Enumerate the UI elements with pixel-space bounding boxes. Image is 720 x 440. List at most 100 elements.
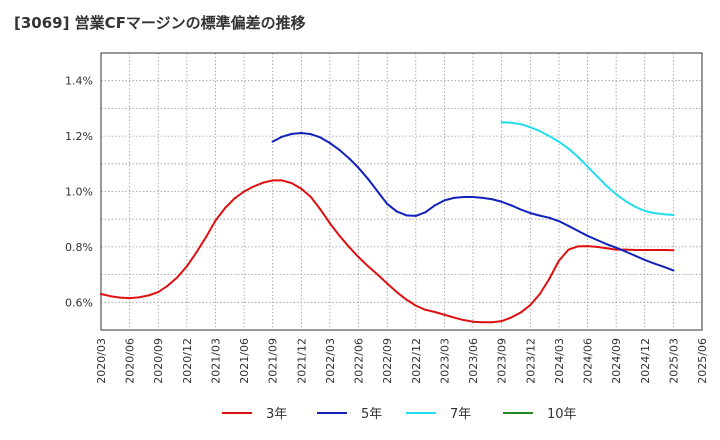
series-point-1 [548, 277, 551, 280]
series-point-1 [405, 298, 408, 301]
series-point-3 [662, 213, 665, 216]
y-tick-label: 0.8% [65, 241, 93, 254]
series-point-1 [138, 296, 141, 299]
series-point-2 [452, 196, 455, 199]
series-point-1 [262, 181, 265, 184]
series-point-1 [233, 197, 236, 200]
x-tick-label: 2021/09 [267, 338, 280, 384]
series-point-1 [596, 245, 599, 248]
series-point-2 [653, 262, 656, 265]
series-point-3 [519, 123, 522, 126]
series-point-1 [185, 265, 188, 268]
series-point-2 [405, 214, 408, 217]
x-tick-label: 2022/09 [381, 338, 394, 384]
series-point-2 [290, 132, 293, 135]
x-tick-label: 2024/12 [639, 338, 652, 384]
series-point-1 [281, 179, 284, 182]
series-point-1 [529, 304, 532, 307]
series-point-2 [510, 204, 513, 207]
series-point-1 [519, 311, 522, 314]
series-point-3 [634, 205, 637, 208]
x-tick-label: 2022/12 [410, 338, 423, 384]
series-point-2 [481, 196, 484, 199]
series-point-1 [348, 245, 351, 248]
series-point-2 [672, 269, 675, 272]
series-point-1 [243, 190, 246, 193]
series-point-1 [481, 321, 484, 324]
chart-title: [3069] 営業CFマージンの標準偏差の推移 [14, 14, 306, 32]
x-tick-label: 2023/12 [524, 338, 537, 384]
series-point-2 [548, 216, 551, 219]
legend-label-4: 10年 [547, 407, 577, 422]
x-tick-label: 2024/09 [610, 338, 623, 384]
series-point-3 [653, 212, 656, 215]
series-point-1 [672, 249, 675, 252]
x-tick-label: 2021/12 [295, 338, 308, 384]
series-point-1 [567, 248, 570, 251]
series-point-2 [538, 214, 541, 217]
series-point-1 [214, 219, 217, 222]
x-tick-label: 2022/03 [324, 338, 337, 384]
x-tick-label: 2021/06 [238, 338, 251, 384]
series-point-1 [586, 245, 589, 248]
series-point-2 [643, 258, 646, 261]
series-point-1 [224, 207, 227, 210]
legend-label-3: 7年 [450, 407, 471, 422]
series-point-3 [672, 214, 675, 217]
series-point-2 [386, 202, 389, 205]
series-point-1 [271, 179, 274, 182]
series-point-3 [586, 165, 589, 168]
series-point-3 [529, 126, 532, 129]
series-point-1 [338, 234, 341, 237]
y-tick-label: 0.6% [65, 296, 93, 309]
series-point-2 [615, 246, 618, 249]
x-tick-label: 2020/12 [181, 338, 194, 384]
series-point-1 [309, 196, 312, 199]
series-point-2 [357, 166, 360, 169]
x-tick-label: 2025/06 [696, 338, 709, 384]
series-point-1 [634, 248, 637, 251]
series-point-1 [328, 222, 331, 225]
series-point-1 [176, 276, 179, 279]
series-point-1 [166, 284, 169, 287]
series-point-2 [634, 254, 637, 257]
series-point-1 [376, 273, 379, 276]
series-point-2 [281, 135, 284, 138]
series-point-3 [500, 121, 503, 124]
series-point-2 [500, 200, 503, 203]
series-point-1 [443, 313, 446, 316]
series-point-3 [557, 140, 560, 143]
series-point-2 [605, 243, 608, 246]
series-point-2 [576, 229, 579, 232]
series-point-3 [548, 135, 551, 138]
series-point-2 [348, 157, 351, 160]
series-point-2 [338, 148, 341, 151]
series-point-2 [462, 196, 465, 199]
y-tick-label: 1.2% [65, 130, 93, 143]
series-point-1 [472, 320, 475, 323]
series-point-3 [643, 209, 646, 212]
series-point-2 [309, 133, 312, 136]
series-point-1 [615, 248, 618, 251]
x-tick-label: 2025/03 [667, 338, 680, 384]
series-point-2 [414, 214, 417, 217]
series-point-1 [157, 291, 160, 294]
series-point-1 [510, 316, 513, 319]
series-point-3 [605, 184, 608, 187]
y-tick-label: 1.4% [65, 75, 93, 88]
x-tick-label: 2021/03 [209, 338, 222, 384]
series-point-1 [119, 296, 122, 299]
series-point-2 [433, 204, 436, 207]
series-point-1 [128, 297, 131, 300]
series-point-2 [624, 250, 627, 253]
x-tick-label: 2020/09 [152, 338, 165, 384]
x-tick-label: 2020/06 [124, 338, 137, 384]
y-tick-label: 1.0% [65, 186, 93, 199]
series-point-2 [557, 220, 560, 223]
x-tick-label: 2024/06 [582, 338, 595, 384]
series-point-2 [586, 234, 589, 237]
series-point-1 [147, 294, 150, 297]
series-point-1 [643, 248, 646, 251]
series-point-2 [395, 210, 398, 213]
